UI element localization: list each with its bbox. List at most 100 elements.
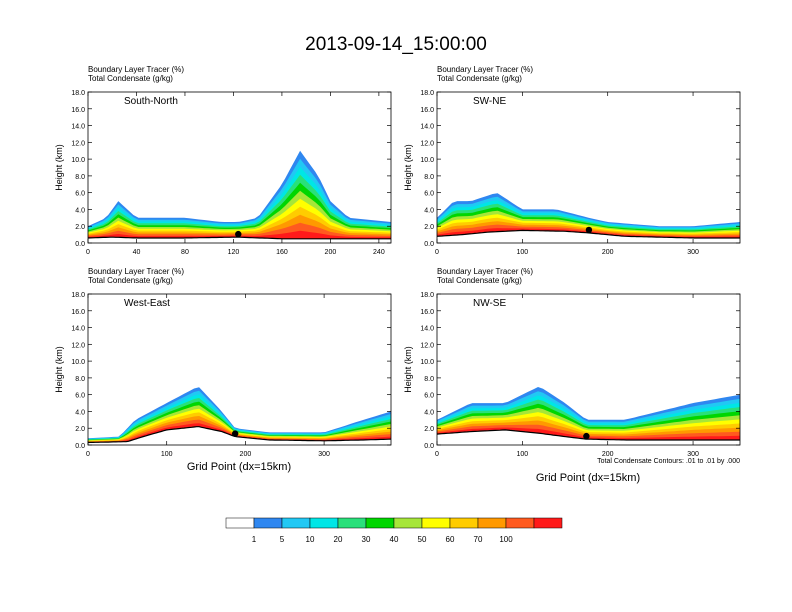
x-tick-label: 80 xyxy=(181,249,189,256)
colorbar-label: 1 xyxy=(252,535,257,544)
y-tick-label: 6.0 xyxy=(424,393,434,400)
y-axis-label: Height (km) xyxy=(403,346,413,393)
x-tick-label: 0 xyxy=(435,249,439,256)
colorbar-swatch xyxy=(281,517,311,529)
y-tick-label: 0.0 xyxy=(424,241,434,248)
y-tick-label: 12.0 xyxy=(420,342,434,349)
y-tick-label: 8.0 xyxy=(424,376,434,383)
y-tick-label: 6.0 xyxy=(424,191,434,198)
y-tick-label: 0.0 xyxy=(424,443,434,450)
y-tick-label: 4.0 xyxy=(75,409,85,416)
y-tick-label: 12.0 xyxy=(420,140,434,147)
plot-area xyxy=(88,92,391,243)
location-marker xyxy=(231,430,239,437)
x-tick-label: 0 xyxy=(435,451,439,458)
panel-sw-ne: Boundary Layer Tracer (%)Total Condensat… xyxy=(403,65,741,256)
colorbar-swatch xyxy=(505,517,535,529)
colorbar-label: 100 xyxy=(499,535,513,544)
y-tick-label: 0.0 xyxy=(75,241,85,248)
x-tick-label: 300 xyxy=(318,451,330,458)
plot-area xyxy=(437,294,740,445)
panel-south-north: Boundary Layer Tracer (%)Total Condensat… xyxy=(54,65,392,256)
colorbar-swatch xyxy=(337,517,367,529)
panel-title: NW-SE xyxy=(473,298,506,309)
header-condensate: Total Condensate (g/kg) xyxy=(437,276,522,285)
x-tick-label: 200 xyxy=(602,249,614,256)
colorbar-swatch xyxy=(533,517,563,529)
colorbar-swatch xyxy=(393,517,423,529)
plot-area xyxy=(437,92,740,243)
xlabel-left: Grid Point (dx=15km) xyxy=(187,461,291,473)
plot-frame xyxy=(436,293,741,446)
colorbar-label: 20 xyxy=(334,535,343,544)
plot-frame xyxy=(436,91,741,244)
header-tracer: Boundary Layer Tracer (%) xyxy=(88,65,184,74)
x-tick-label: 200 xyxy=(240,451,252,458)
colorbar: 1 5 10 20 30 40 50 60 70 100 xyxy=(225,517,563,544)
y-tick-label: 10.0 xyxy=(71,157,85,164)
y-tick-label: 14.0 xyxy=(420,124,434,131)
x-tick-label: 160 xyxy=(276,249,288,256)
y-tick-label: 2.0 xyxy=(75,426,85,433)
x-tick-label: 200 xyxy=(325,249,337,256)
colorbar-swatch xyxy=(365,517,395,529)
y-axis-label: Height (km) xyxy=(54,144,64,191)
panel-title: SW-NE xyxy=(473,96,506,107)
header-condensate: Total Condensate (g/kg) xyxy=(88,74,173,83)
xlabel-right: Grid Point (dx=15km) xyxy=(536,472,640,484)
y-tick-label: 18.0 xyxy=(71,90,85,97)
colorbar-label: 10 xyxy=(306,535,315,544)
x-tick-label: 100 xyxy=(517,451,529,458)
x-tick-label: 0 xyxy=(86,249,90,256)
header-tracer: Boundary Layer Tracer (%) xyxy=(88,267,184,276)
colorbar-label: 5 xyxy=(280,535,285,544)
header-tracer: Boundary Layer Tracer (%) xyxy=(437,267,533,276)
y-tick-label: 14.0 xyxy=(71,326,85,333)
header-condensate: Total Condensate (g/kg) xyxy=(437,74,522,83)
y-tick-label: 2.0 xyxy=(424,426,434,433)
terrain-line xyxy=(88,236,391,240)
plot-frame xyxy=(87,91,392,244)
y-tick-label: 4.0 xyxy=(424,207,434,214)
x-tick-label: 0 xyxy=(86,451,90,458)
x-tick-label: 120 xyxy=(228,249,240,256)
x-tick-label: 200 xyxy=(602,451,614,458)
colorbar-swatch xyxy=(477,517,507,529)
colorbar-label: 40 xyxy=(390,535,399,544)
location-marker xyxy=(235,230,242,238)
figure-title: 2013-09-14_15:00:00 xyxy=(305,34,487,55)
terrain-line xyxy=(88,426,391,444)
y-tick-label: 14.0 xyxy=(71,124,85,131)
location-marker xyxy=(583,432,590,440)
panel-title: West-East xyxy=(124,298,170,309)
y-tick-label: 0.0 xyxy=(75,443,85,450)
terrain-fill xyxy=(437,429,740,445)
plot-area xyxy=(88,294,391,445)
colorbar-swatch xyxy=(253,517,283,529)
y-tick-label: 16.0 xyxy=(71,309,85,316)
y-tick-label: 8.0 xyxy=(75,376,85,383)
terrain-fill xyxy=(437,230,740,243)
x-tick-label: 240 xyxy=(373,249,385,256)
panel-west-east: Boundary Layer Tracer (%)Total Condensat… xyxy=(54,267,392,458)
plot-frame xyxy=(87,293,392,446)
x-tick-label: 100 xyxy=(517,249,529,256)
y-tick-label: 4.0 xyxy=(424,409,434,416)
x-tick-label: 300 xyxy=(687,451,699,458)
y-tick-label: 14.0 xyxy=(420,326,434,333)
x-tick-label: 100 xyxy=(161,451,173,458)
y-tick-label: 16.0 xyxy=(420,107,434,114)
panel-title: South-North xyxy=(124,96,178,107)
y-tick-label: 6.0 xyxy=(75,393,85,400)
colorbar-swatch xyxy=(449,517,479,529)
colorbar-label: 70 xyxy=(474,535,483,544)
y-tick-label: 18.0 xyxy=(71,292,85,299)
y-tick-label: 2.0 xyxy=(424,224,434,231)
y-tick-label: 12.0 xyxy=(71,342,85,349)
colorbar-swatch xyxy=(225,517,255,529)
y-tick-label: 8.0 xyxy=(75,174,85,181)
y-axis-label: Height (km) xyxy=(403,144,413,191)
panel-nw-se: Boundary Layer Tracer (%)Total Condensat… xyxy=(403,267,741,458)
colorbar-swatch xyxy=(421,517,451,529)
